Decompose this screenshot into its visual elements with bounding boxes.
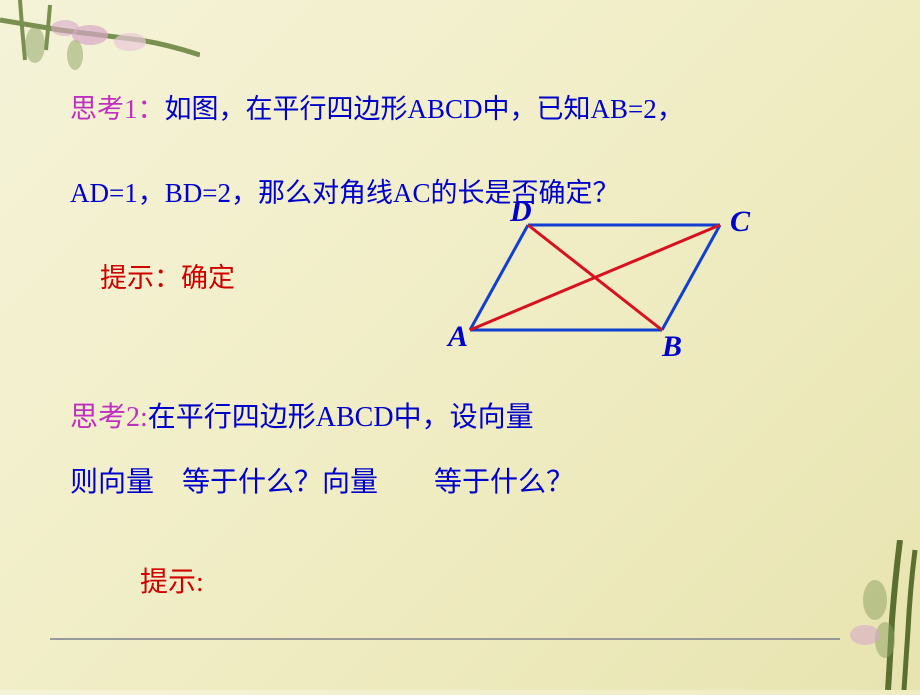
question-2-text-1: 在平行四边形ABCD中，设向量 [148,402,534,433]
question-2-line-2: 则向量 等于什么？向量 等于什么？ [70,460,830,500]
vertex-label-a: A [448,320,468,354]
vertex-label-c: C [730,205,750,239]
question-1-label: 思考1： [70,94,165,124]
question-2-label: 思考2: [70,402,148,433]
hint-2-label: 提示: [140,560,830,600]
question-2-line-1: 思考2:在平行四边形ABCD中，设向量 [70,395,830,435]
parallelogram-diagram: A B C D [430,195,770,375]
bottom-divider [50,638,840,640]
question-1-text-1: 如图，在平行四边形ABCD中，已知AB=2， [165,94,684,124]
question-1-line-1: 思考1：如图，在平行四边形ABCD中，已知AB=2， [70,80,830,139]
vertex-label-d: D [510,195,532,229]
question-2-area: 思考2:在平行四边形ABCD中，设向量 则向量 等于什么？向量 等于什么？ 提示… [70,395,830,600]
vertex-label-b: B [662,330,682,364]
